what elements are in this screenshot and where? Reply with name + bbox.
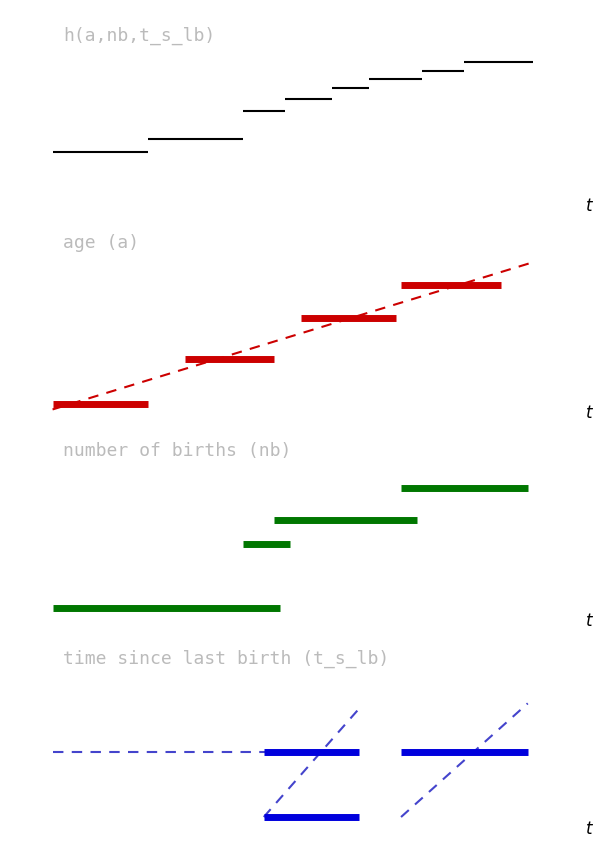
Text: t: t [586,197,592,215]
Text: t: t [586,820,592,838]
Text: h(a,nb,t_s_lb): h(a,nb,t_s_lb) [63,27,215,45]
Text: t: t [586,612,592,630]
Text: t: t [586,405,592,423]
Text: number of births (nb): number of births (nb) [63,442,292,460]
Text: age (a): age (a) [63,235,139,252]
Text: time since last birth (t_s_lb): time since last birth (t_s_lb) [63,650,389,667]
